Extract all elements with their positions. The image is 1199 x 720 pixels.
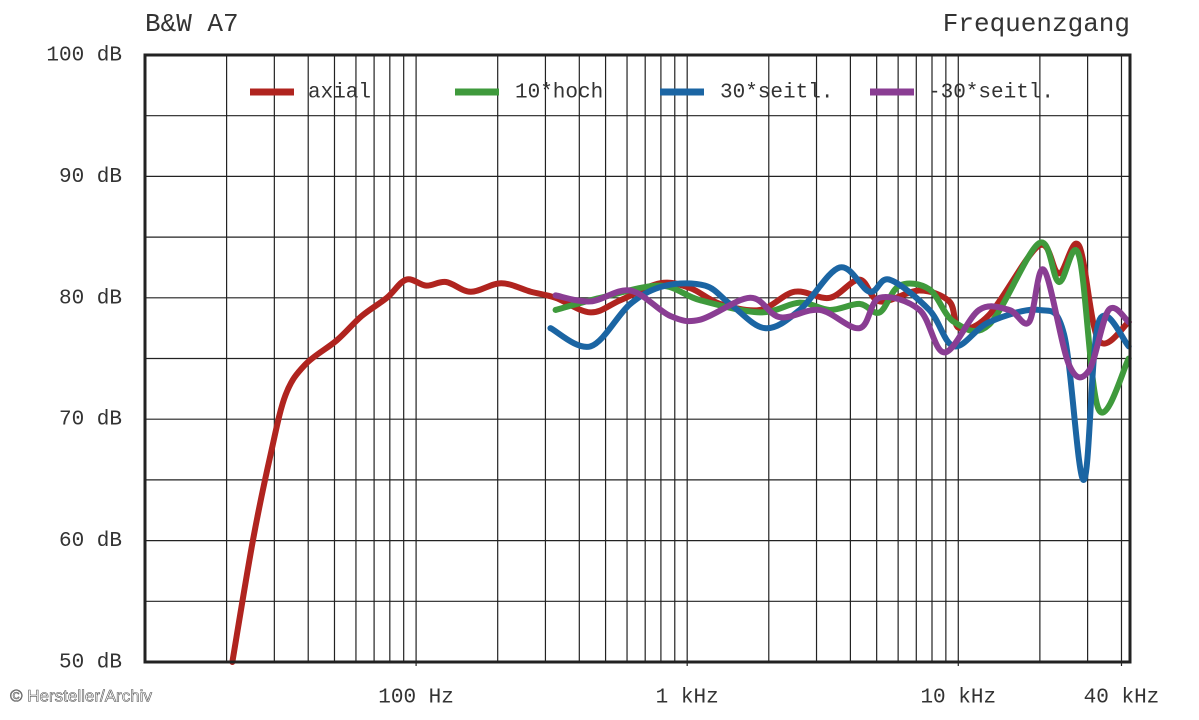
legend-label: 30*seitl. <box>720 82 833 105</box>
y-tick-label: 60 dB <box>59 530 122 553</box>
axes: 50 dB 60 dB 70 dB 80 dB 90 dB 100 dB 100 Hz 1 k… <box>46 45 1159 710</box>
chart-title: B&W A7 <box>145 9 239 39</box>
y-tick-label: 90 dB <box>59 166 122 189</box>
grid <box>145 54 1130 663</box>
legend-label: 10*hoch <box>515 82 603 105</box>
x-tick-label: 1 kHz <box>656 687 719 710</box>
y-tick-label: 100 dB <box>46 45 122 68</box>
x-tick-label: 10 kHz <box>920 687 996 710</box>
x-tick-label: 40 kHz <box>1084 687 1160 710</box>
legend: axial 10*hoch 30*seitl. -30*seitl. <box>250 82 1054 105</box>
credit: © Hersteller/Archiv <box>10 686 152 705</box>
legend-label: axial <box>308 82 371 105</box>
y-tick-label: 80 dB <box>59 287 122 310</box>
y-tick-label: 70 dB <box>59 409 122 432</box>
plot-frame <box>143 53 1132 664</box>
line-series <box>547 264 1132 483</box>
plot <box>229 239 1132 665</box>
x-tick-label: 100 Hz <box>378 687 454 710</box>
line-series <box>552 266 1132 381</box>
legend-label: -30*seitl. <box>928 82 1054 105</box>
y-tick-label: 50 dB <box>59 652 122 675</box>
chart-subtitle: Frequenzgang <box>943 9 1130 39</box>
